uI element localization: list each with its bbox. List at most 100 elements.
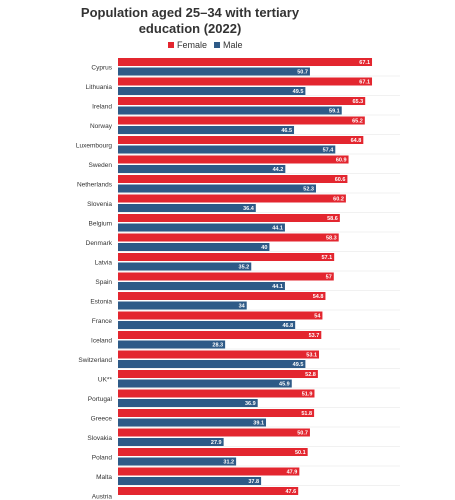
y-tick-label: Slovenia	[87, 201, 112, 208]
y-tick-label: Denmark	[86, 240, 113, 247]
bar	[118, 155, 349, 164]
value-label: 60.2	[333, 196, 344, 202]
value-label: 45.9	[279, 381, 290, 387]
value-label: 39.1	[253, 420, 264, 426]
value-label: 58.3	[326, 235, 337, 241]
bar	[118, 311, 323, 320]
bar	[118, 360, 306, 368]
bar	[118, 477, 262, 485]
bar	[118, 262, 252, 271]
bar	[118, 97, 366, 105]
y-tick-label: Sweden	[89, 162, 113, 169]
value-label: 27.9	[211, 440, 222, 446]
y-tick-label: Slovakia	[87, 435, 112, 442]
bar	[118, 175, 348, 183]
y-tick-label: Austria	[92, 493, 113, 500]
bar	[118, 223, 285, 232]
y-tick-label: Latvia	[95, 259, 113, 266]
bar	[118, 116, 365, 125]
chart-title: Population aged 25–34 with tertiary educ…	[80, 5, 300, 36]
value-label: 65.3	[352, 99, 363, 105]
value-label: 31.2	[223, 459, 234, 465]
y-tick-label: Portugal	[88, 396, 113, 403]
bar	[118, 243, 270, 251]
value-label: 57.4	[323, 147, 335, 153]
value-label: 60.6	[335, 177, 346, 183]
value-label: 52.8	[305, 372, 316, 378]
y-tick-label: Cyprus	[91, 64, 112, 71]
value-label: 54	[314, 313, 321, 319]
value-label: 57.1	[321, 255, 332, 261]
value-label: 36.4	[243, 206, 255, 212]
value-label: 60.9	[336, 157, 347, 163]
bar	[118, 58, 373, 66]
bar	[118, 418, 267, 427]
value-label: 46.5	[281, 128, 292, 134]
value-label: 50.7	[297, 430, 308, 436]
y-tick-label: Norway	[90, 123, 113, 130]
value-label: 34	[239, 303, 246, 309]
y-tick-label: Estonia	[90, 298, 112, 305]
value-label: 52.3	[303, 186, 314, 192]
y-tick-label: Switzerland	[78, 357, 112, 364]
value-label: 54.8	[313, 294, 324, 300]
y-tick-label: Netherlands	[77, 181, 113, 188]
value-label: 44.1	[272, 284, 283, 290]
bar	[118, 292, 326, 300]
bar	[118, 165, 286, 173]
bar	[118, 253, 335, 261]
y-tick-label: Belgium	[89, 220, 112, 227]
bar	[118, 214, 340, 222]
value-label: 58.6	[327, 216, 338, 222]
value-label: 59.1	[329, 108, 340, 114]
bar	[118, 350, 320, 359]
value-label: 49.5	[293, 89, 304, 95]
bar	[118, 438, 224, 446]
bar	[118, 126, 295, 134]
bar	[118, 448, 308, 456]
y-tick-label: Poland	[92, 454, 113, 461]
value-label: 51.9	[302, 391, 313, 397]
bar	[118, 282, 285, 290]
bar	[118, 409, 315, 417]
bar	[118, 136, 364, 144]
bar	[118, 487, 299, 495]
bar	[118, 145, 336, 154]
bar	[118, 389, 315, 398]
bar	[118, 184, 316, 193]
value-label: 67.1	[359, 79, 370, 85]
bar	[118, 331, 322, 339]
value-label: 64.8	[351, 138, 362, 144]
legend-label: Female	[177, 40, 207, 50]
legend-swatch	[168, 42, 174, 48]
bar	[118, 233, 339, 242]
bar	[118, 77, 373, 86]
value-label: 36.9	[245, 401, 256, 407]
value-label: 44.2	[273, 167, 284, 173]
y-tick-label: France	[92, 318, 113, 325]
bar	[118, 428, 310, 437]
bar	[118, 467, 300, 476]
bar	[118, 457, 237, 466]
value-label: 53.1	[306, 352, 317, 358]
value-label: 35.2	[239, 264, 250, 270]
y-tick-label: Greece	[91, 415, 113, 422]
y-tick-label: Malta	[96, 474, 112, 481]
value-label: 44.1	[272, 225, 283, 231]
y-tick-label: Spain	[95, 279, 112, 286]
bar	[118, 399, 258, 407]
value-label: 65.2	[352, 118, 363, 124]
bar	[118, 194, 346, 203]
y-tick-label: Luxembourg	[76, 142, 113, 149]
value-label: 57	[326, 274, 332, 280]
y-tick-label: UK**	[98, 376, 113, 383]
y-tick-label: Iceland	[91, 337, 112, 344]
bar	[118, 272, 334, 281]
value-label: 50.7	[297, 69, 308, 75]
legend-swatch	[214, 42, 221, 48]
legend-label: Male	[223, 40, 243, 50]
bar	[118, 340, 226, 349]
value-label: 49.5	[293, 362, 304, 368]
